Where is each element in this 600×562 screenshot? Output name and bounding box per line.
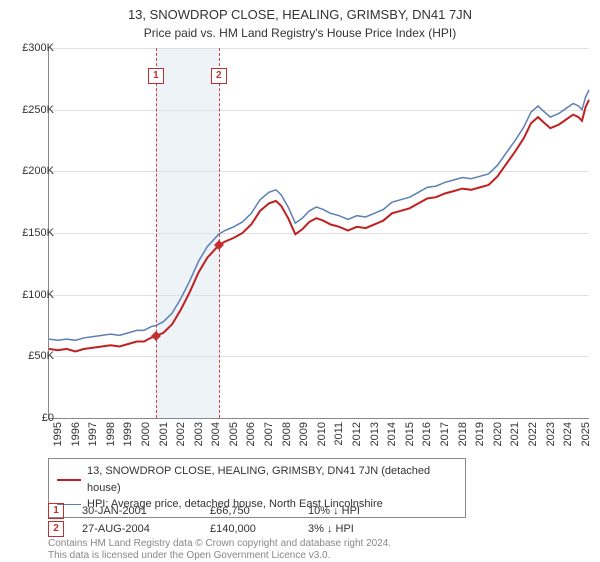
footer-line-2: This data is licensed under the Open Gov… (48, 550, 391, 562)
legend-item: 13, SNOWDROP CLOSE, HEALING, GRIMSBY, DN… (57, 463, 457, 496)
series-line-hpi (49, 90, 589, 340)
x-axis-label: 2006 (245, 422, 257, 452)
sale-marker-label: 1 (148, 68, 164, 84)
sale-marker-label: 2 (211, 68, 227, 84)
chart-plot-area: 12 (48, 48, 589, 419)
x-axis-label: 2002 (175, 422, 187, 452)
sale-row: 2 27-AUG-2004 £140,000 3% ↓ HPI (48, 520, 398, 538)
sale-date: 27-AUG-2004 (82, 523, 192, 535)
x-axis-label: 2001 (158, 422, 170, 452)
x-axis-label: 1998 (105, 422, 117, 452)
legend-swatch (57, 479, 81, 481)
x-axis-label: 2005 (228, 422, 240, 452)
x-axis-label: 2000 (140, 422, 152, 452)
y-axis-label: £0 (8, 412, 54, 424)
y-axis-label: £200K (8, 165, 54, 177)
x-axis-label: 2013 (369, 422, 381, 452)
sale-price: £66,750 (210, 505, 290, 517)
series-line-property (49, 100, 589, 352)
x-axis-label: 2016 (421, 422, 433, 452)
x-axis-label: 1999 (122, 422, 134, 452)
sales-table: 1 30-JAN-2001 £66,750 10% ↓ HPI 2 27-AUG-2004… (48, 502, 398, 538)
x-axis-label: 2025 (580, 422, 592, 452)
chart-subtitle: Price paid vs. HM Land Registry's House … (0, 24, 600, 44)
x-axis-label: 2004 (210, 422, 222, 452)
footer-line-1: Contains HM Land Registry data © Crown c… (48, 538, 391, 550)
x-axis-label: 2020 (492, 422, 504, 452)
x-axis-label: 1996 (70, 422, 82, 452)
x-axis-label: 2010 (316, 422, 328, 452)
sale-price: £140,000 (210, 523, 290, 535)
sale-index-box: 2 (48, 521, 64, 537)
footer-attribution: Contains HM Land Registry data © Crown c… (48, 538, 391, 562)
sale-dashline (156, 48, 157, 418)
sale-date: 30-JAN-2001 (82, 505, 192, 517)
sale-dashline (219, 48, 220, 418)
x-axis-label: 2007 (263, 422, 275, 452)
x-axis-label: 2012 (351, 422, 363, 452)
x-axis-label: 2022 (527, 422, 539, 452)
x-axis-label: 2024 (562, 422, 574, 452)
x-axis-label: 2008 (281, 422, 293, 452)
x-axis-label: 2003 (193, 422, 205, 452)
x-axis-label: 1995 (52, 422, 64, 452)
x-axis-label: 2023 (545, 422, 557, 452)
x-axis-label: 2009 (298, 422, 310, 452)
x-axis-label: 1997 (87, 422, 99, 452)
y-axis-label: £250K (8, 104, 54, 116)
x-axis-label: 2014 (386, 422, 398, 452)
x-axis-label: 2018 (457, 422, 469, 452)
sale-index-box: 1 (48, 503, 64, 519)
x-axis-label: 2019 (474, 422, 486, 452)
chart-title: 13, SNOWDROP CLOSE, HEALING, GRIMSBY, DN… (0, 0, 600, 24)
y-axis-label: £300K (8, 42, 54, 54)
y-axis-label: £150K (8, 227, 54, 239)
chart-lines-svg (49, 48, 589, 418)
sale-row: 1 30-JAN-2001 £66,750 10% ↓ HPI (48, 502, 398, 520)
x-axis-label: 2021 (509, 422, 521, 452)
x-axis-label: 2017 (439, 422, 451, 452)
y-axis-label: £100K (8, 289, 54, 301)
x-axis-label: 2015 (404, 422, 416, 452)
sale-delta: 10% ↓ HPI (308, 505, 398, 517)
legend-label: 13, SNOWDROP CLOSE, HEALING, GRIMSBY, DN… (87, 463, 457, 496)
sale-delta: 3% ↓ HPI (308, 523, 398, 535)
x-axis-label: 2011 (333, 422, 345, 452)
y-axis-label: £50K (8, 350, 54, 362)
